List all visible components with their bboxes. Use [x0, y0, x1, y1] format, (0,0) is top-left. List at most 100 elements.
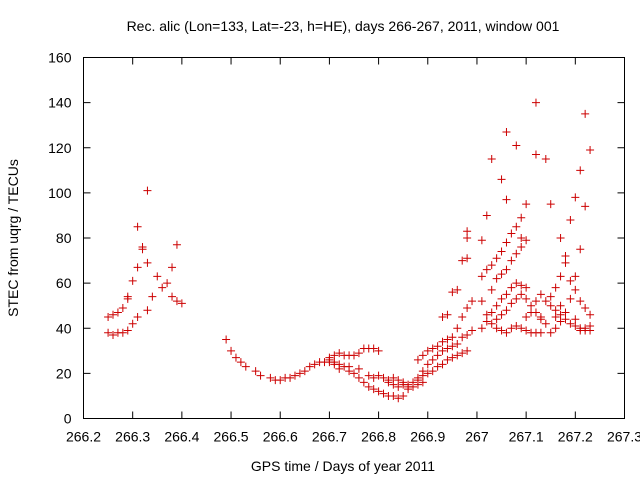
data-point-plus-marker [566, 319, 575, 328]
x-tick-label: 266.8 [361, 429, 396, 445]
data-point-plus-marker [571, 193, 580, 202]
data-point-plus-marker [345, 362, 354, 371]
data-point-plus-marker [418, 351, 427, 360]
data-point-plus-marker [468, 297, 477, 306]
data-point-plus-marker [502, 238, 511, 247]
data-point-plus-marker [138, 243, 147, 252]
data-point-plus-marker [556, 234, 565, 242]
data-point-plus-marker [556, 272, 565, 281]
data-point-plus-marker [556, 317, 565, 326]
data-point-plus-marker [276, 376, 285, 385]
data-point-plus-marker [561, 258, 570, 267]
data-point-plus-marker [113, 308, 122, 317]
data-point-plus-marker [507, 299, 516, 308]
data-point-plus-marker [128, 319, 137, 328]
data-point-plus-marker [487, 308, 496, 317]
data-point-plus-marker [522, 200, 531, 209]
data-point-plus-marker [517, 290, 526, 299]
data-point-plus-marker [502, 195, 511, 204]
data-point-plus-marker [527, 301, 536, 310]
data-point-plus-marker [118, 328, 127, 337]
data-point-plus-marker [581, 324, 590, 333]
data-point-plus-marker [158, 283, 167, 292]
data-point-plus-marker [517, 324, 526, 333]
data-point-plus-marker [153, 272, 162, 281]
data-point-plus-marker [531, 297, 540, 306]
data-point-plus-marker [502, 265, 511, 274]
data-point-plus-marker [512, 294, 521, 303]
data-point-plus-marker [576, 326, 585, 335]
data-point-plus-marker [571, 272, 580, 281]
data-point-plus-marker [541, 297, 550, 306]
data-point-plus-marker [404, 380, 413, 389]
data-point-plus-marker [177, 299, 186, 308]
data-point-plus-marker [586, 146, 595, 155]
data-point-plus-marker [354, 349, 363, 358]
data-point-plus-marker [443, 310, 452, 319]
data-point-plus-marker [133, 312, 142, 321]
data-point-plus-marker [527, 308, 536, 317]
x-tick-label: 266.5 [214, 429, 249, 445]
data-point-plus-marker [379, 373, 388, 382]
data-point-plus-marker [448, 342, 457, 351]
data-point-plus-marker [477, 297, 486, 306]
data-point-plus-marker [492, 254, 501, 263]
y-tick-label: 100 [48, 185, 72, 201]
data-point-plus-marker [463, 234, 472, 242]
data-point-plus-marker [497, 247, 506, 256]
x-tick-label: 266.3 [115, 429, 150, 445]
data-point-plus-marker [576, 245, 585, 254]
data-point-plus-marker [586, 310, 595, 319]
data-point-plus-marker [463, 254, 472, 263]
data-point-plus-marker [222, 335, 231, 344]
data-point-plus-marker [468, 326, 477, 335]
data-point-plus-marker [576, 297, 585, 306]
data-point-plus-marker [438, 360, 447, 369]
data-point-plus-marker [443, 355, 452, 364]
data-point-plus-marker [104, 328, 113, 337]
data-point-plus-marker [556, 310, 565, 319]
x-axis-label: GPS time / Days of year 2011 [251, 458, 435, 474]
data-point-plus-marker [586, 321, 595, 330]
x-tick-label: 267.2 [558, 429, 593, 445]
data-point-plus-marker [551, 312, 560, 321]
data-point-plus-marker [418, 378, 427, 387]
data-point-plus-marker [541, 155, 550, 164]
data-point-plus-marker [399, 391, 408, 400]
x-tick-label: 267 [465, 429, 489, 445]
data-point-plus-marker [566, 294, 575, 303]
data-point-plus-marker [463, 227, 472, 236]
data-point-plus-marker [433, 351, 442, 360]
data-point-plus-marker [251, 367, 260, 376]
data-point-plus-marker [389, 391, 398, 400]
data-point-plus-marker [438, 346, 447, 355]
data-point-plus-marker [492, 301, 501, 310]
x-tick-label: 266.2 [66, 429, 101, 445]
data-point-plus-marker [497, 175, 506, 184]
data-point-plus-marker [423, 346, 432, 355]
data-point-plus-marker [364, 382, 373, 391]
data-point-plus-marker [517, 234, 526, 242]
data-point-plus-marker [448, 288, 457, 297]
data-point-plus-marker [359, 378, 368, 387]
data-point-plus-marker [463, 331, 472, 340]
x-axis-ticks: 266.2 266.3 266.4 266.5 266.6 266.7 266.8 266.9… [66, 57, 640, 445]
x-tick-label: 267.3 [607, 429, 640, 445]
data-point-plus-marker [546, 200, 555, 209]
y-axis-ticks: 0 20 40 60 80 100 120 140 160 [48, 50, 625, 427]
data-point-plus-marker [581, 303, 590, 312]
data-point-plus-marker [541, 319, 550, 328]
data-point-plus-marker [389, 380, 398, 389]
data-point-plus-marker [546, 292, 555, 301]
data-point-plus-marker [497, 294, 506, 303]
data-point-plus-marker [394, 394, 403, 403]
data-point-plus-marker [571, 321, 580, 330]
data-point-plus-marker [109, 331, 118, 340]
x-tick-label: 266.7 [312, 429, 347, 445]
data-point-plus-marker [492, 274, 501, 283]
data-point-plus-marker [522, 236, 531, 245]
y-tick-label: 60 [56, 275, 72, 291]
data-point-plus-marker [428, 355, 437, 364]
data-point-plus-marker [172, 297, 181, 306]
